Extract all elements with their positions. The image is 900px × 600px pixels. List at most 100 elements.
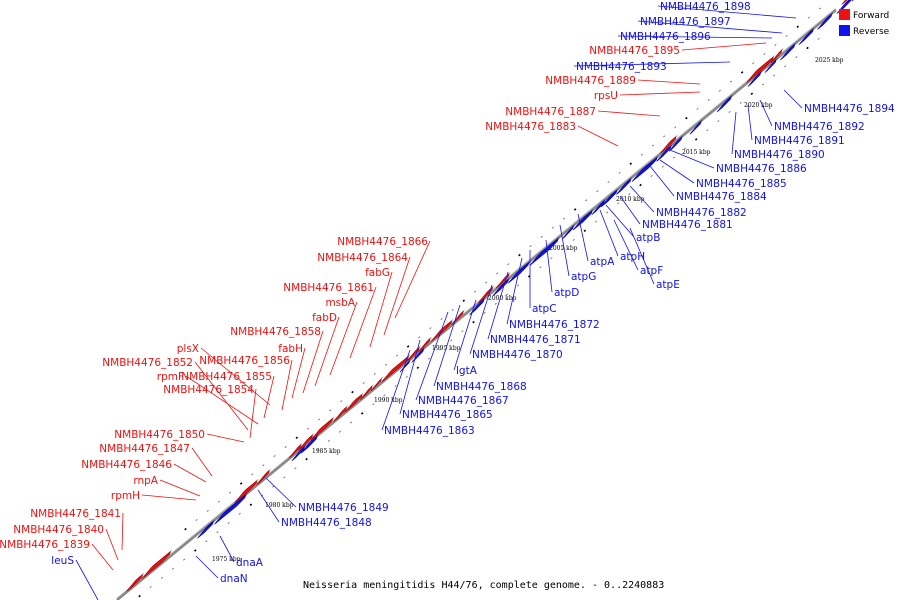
forward-gene[interactable] (310, 417, 334, 441)
gene-label[interactable]: NMBH4476_1839 (0, 539, 90, 551)
gene-label[interactable]: dnaN (220, 573, 248, 585)
gene-label[interactable]: leuS (51, 555, 74, 567)
gene-label[interactable]: fabH (278, 343, 303, 355)
reverse-gene[interactable] (656, 145, 672, 162)
gene-label[interactable]: NMBH4476_1861 (283, 282, 374, 294)
forward-gene[interactable] (659, 136, 677, 154)
forward-gene[interactable] (746, 56, 774, 83)
forward-gene[interactable] (495, 273, 510, 289)
forward-gene[interactable] (126, 573, 143, 592)
gene-label[interactable]: NMBH4476_1887 (505, 106, 596, 118)
forward-gene[interactable] (344, 393, 363, 413)
gene-label[interactable]: NMBH4476_1897 (640, 16, 731, 28)
gene-label[interactable]: NMBH4476_1898 (660, 1, 751, 13)
gene-label[interactable]: NMBH4476_1855 (181, 371, 272, 383)
gene-label[interactable]: NMBH4476_1896 (620, 31, 711, 43)
reverse-gene[interactable] (747, 71, 762, 87)
forward-gene[interactable] (234, 480, 258, 503)
forward-gene[interactable] (141, 551, 171, 579)
gene-label[interactable]: NMBH4476_1841 (30, 508, 121, 520)
gene-label[interactable]: NMBH4476_1856 (199, 355, 290, 367)
gene-label[interactable]: atpE (656, 279, 680, 291)
forward-gene[interactable] (430, 320, 453, 342)
forward-gene[interactable] (770, 49, 783, 64)
reverse-gene[interactable] (631, 156, 658, 183)
forward-gene[interactable] (841, 0, 855, 5)
forward-gene[interactable] (333, 406, 348, 422)
gene-label[interactable]: NMBH4476_1893 (576, 61, 667, 73)
gene-label[interactable]: NMBH4476_1850 (114, 429, 205, 441)
forward-gene[interactable] (406, 346, 420, 362)
reverse-gene[interactable] (764, 59, 777, 73)
gene-label[interactable]: rnpA (133, 475, 158, 487)
gene-label[interactable]: NMBH4476_1871 (490, 334, 581, 346)
gene-label[interactable]: NMBH4476_1886 (716, 163, 807, 175)
reverse-gene[interactable] (851, 0, 863, 2)
gene-label[interactable]: plsX (177, 343, 199, 355)
forward-gene[interactable] (359, 385, 373, 400)
gene-label[interactable]: NMBH4476_1882 (656, 207, 747, 219)
reverse-gene[interactable] (300, 435, 318, 454)
gene-label[interactable]: NMBH4476_1868 (436, 381, 527, 393)
reverse-gene[interactable] (716, 95, 732, 113)
reverse-gene[interactable] (529, 238, 559, 266)
forward-gene[interactable] (288, 443, 302, 459)
gene-label[interactable]: atpH (620, 251, 645, 263)
reverse-gene[interactable] (572, 210, 593, 231)
gene-label[interactable]: atpB (636, 232, 660, 244)
gene-label[interactable]: NMBH4476_1872 (509, 319, 600, 331)
gene-label[interactable]: NMBH4476_1849 (298, 502, 389, 514)
gene-label[interactable]: rpmH (111, 490, 140, 502)
gene-label[interactable]: NMBH4476_1854 (163, 384, 254, 396)
gene-label[interactable]: NMBH4476_1865 (402, 409, 493, 421)
gene-label[interactable]: atpC (532, 303, 557, 315)
gene-label[interactable]: NMBH4476_1892 (774, 121, 865, 133)
reverse-gene[interactable] (562, 225, 575, 240)
gene-label[interactable]: rpsU (594, 90, 618, 102)
gene-label[interactable]: atpG (571, 271, 596, 283)
gene-label[interactable]: dnaA (236, 557, 264, 569)
reverse-gene[interactable] (668, 136, 683, 152)
reverse-gene[interactable] (780, 43, 796, 61)
reverse-gene[interactable] (214, 494, 247, 525)
reverse-gene[interactable] (616, 178, 632, 195)
gene-label[interactable]: NMBH4476_1895 (589, 45, 680, 57)
gene-label[interactable]: NMBH4476_1883 (485, 121, 576, 133)
reverse-gene[interactable] (600, 189, 618, 208)
gene-label[interactable]: NMBH4476_1889 (545, 75, 636, 87)
gene-label[interactable]: NMBH4476_1894 (804, 103, 895, 115)
reverse-gene[interactable] (689, 120, 702, 135)
reverse-gene[interactable] (197, 520, 214, 539)
gene-label[interactable]: NMBH4476_1840 (13, 524, 104, 536)
gene-label[interactable]: NMBH4476_1864 (317, 252, 408, 264)
gene-label[interactable]: atpD (554, 287, 579, 299)
gene-label[interactable]: NMBH4476_1863 (384, 425, 475, 437)
reverse-gene[interactable] (817, 13, 833, 30)
gene-label[interactable]: NMBH4476_1891 (754, 135, 845, 147)
gene-label[interactable]: rpmF (157, 371, 184, 383)
gene-label[interactable]: NMBH4476_1881 (642, 219, 733, 231)
reverse-gene[interactable] (469, 298, 485, 316)
gene-label[interactable]: NMBH4476_1884 (676, 191, 767, 203)
gene-label[interactable]: lgtA (456, 365, 478, 377)
gene-label[interactable]: NMBH4476_1848 (281, 517, 372, 529)
gene-label[interactable]: NMBH4476_1858 (230, 326, 321, 338)
forward-gene[interactable] (256, 469, 270, 485)
reverse-gene[interactable] (291, 446, 306, 462)
forward-gene[interactable] (417, 338, 431, 353)
reverse-gene[interactable] (591, 199, 605, 216)
gene-label[interactable]: fabD (312, 312, 337, 324)
gene-label[interactable]: fabG (365, 267, 390, 279)
forward-gene[interactable] (298, 434, 314, 451)
gene-label[interactable]: NMBH4476_1847 (99, 443, 190, 455)
gene-label[interactable]: atpA (590, 256, 615, 268)
gene-label[interactable]: NMBH4476_1846 (81, 459, 172, 471)
gene-label[interactable]: NMBH4476_1867 (418, 395, 509, 407)
reverse-gene[interactable] (399, 359, 411, 373)
gene-label[interactable]: msbA (325, 297, 355, 309)
forward-gene[interactable] (381, 355, 409, 383)
gene-label[interactable]: NMBH4476_1866 (337, 236, 428, 248)
gene-label[interactable]: NMBH4476_1890 (734, 149, 825, 161)
forward-gene[interactable] (370, 377, 382, 392)
gene-label[interactable]: NMBH4476_1885 (696, 178, 787, 190)
